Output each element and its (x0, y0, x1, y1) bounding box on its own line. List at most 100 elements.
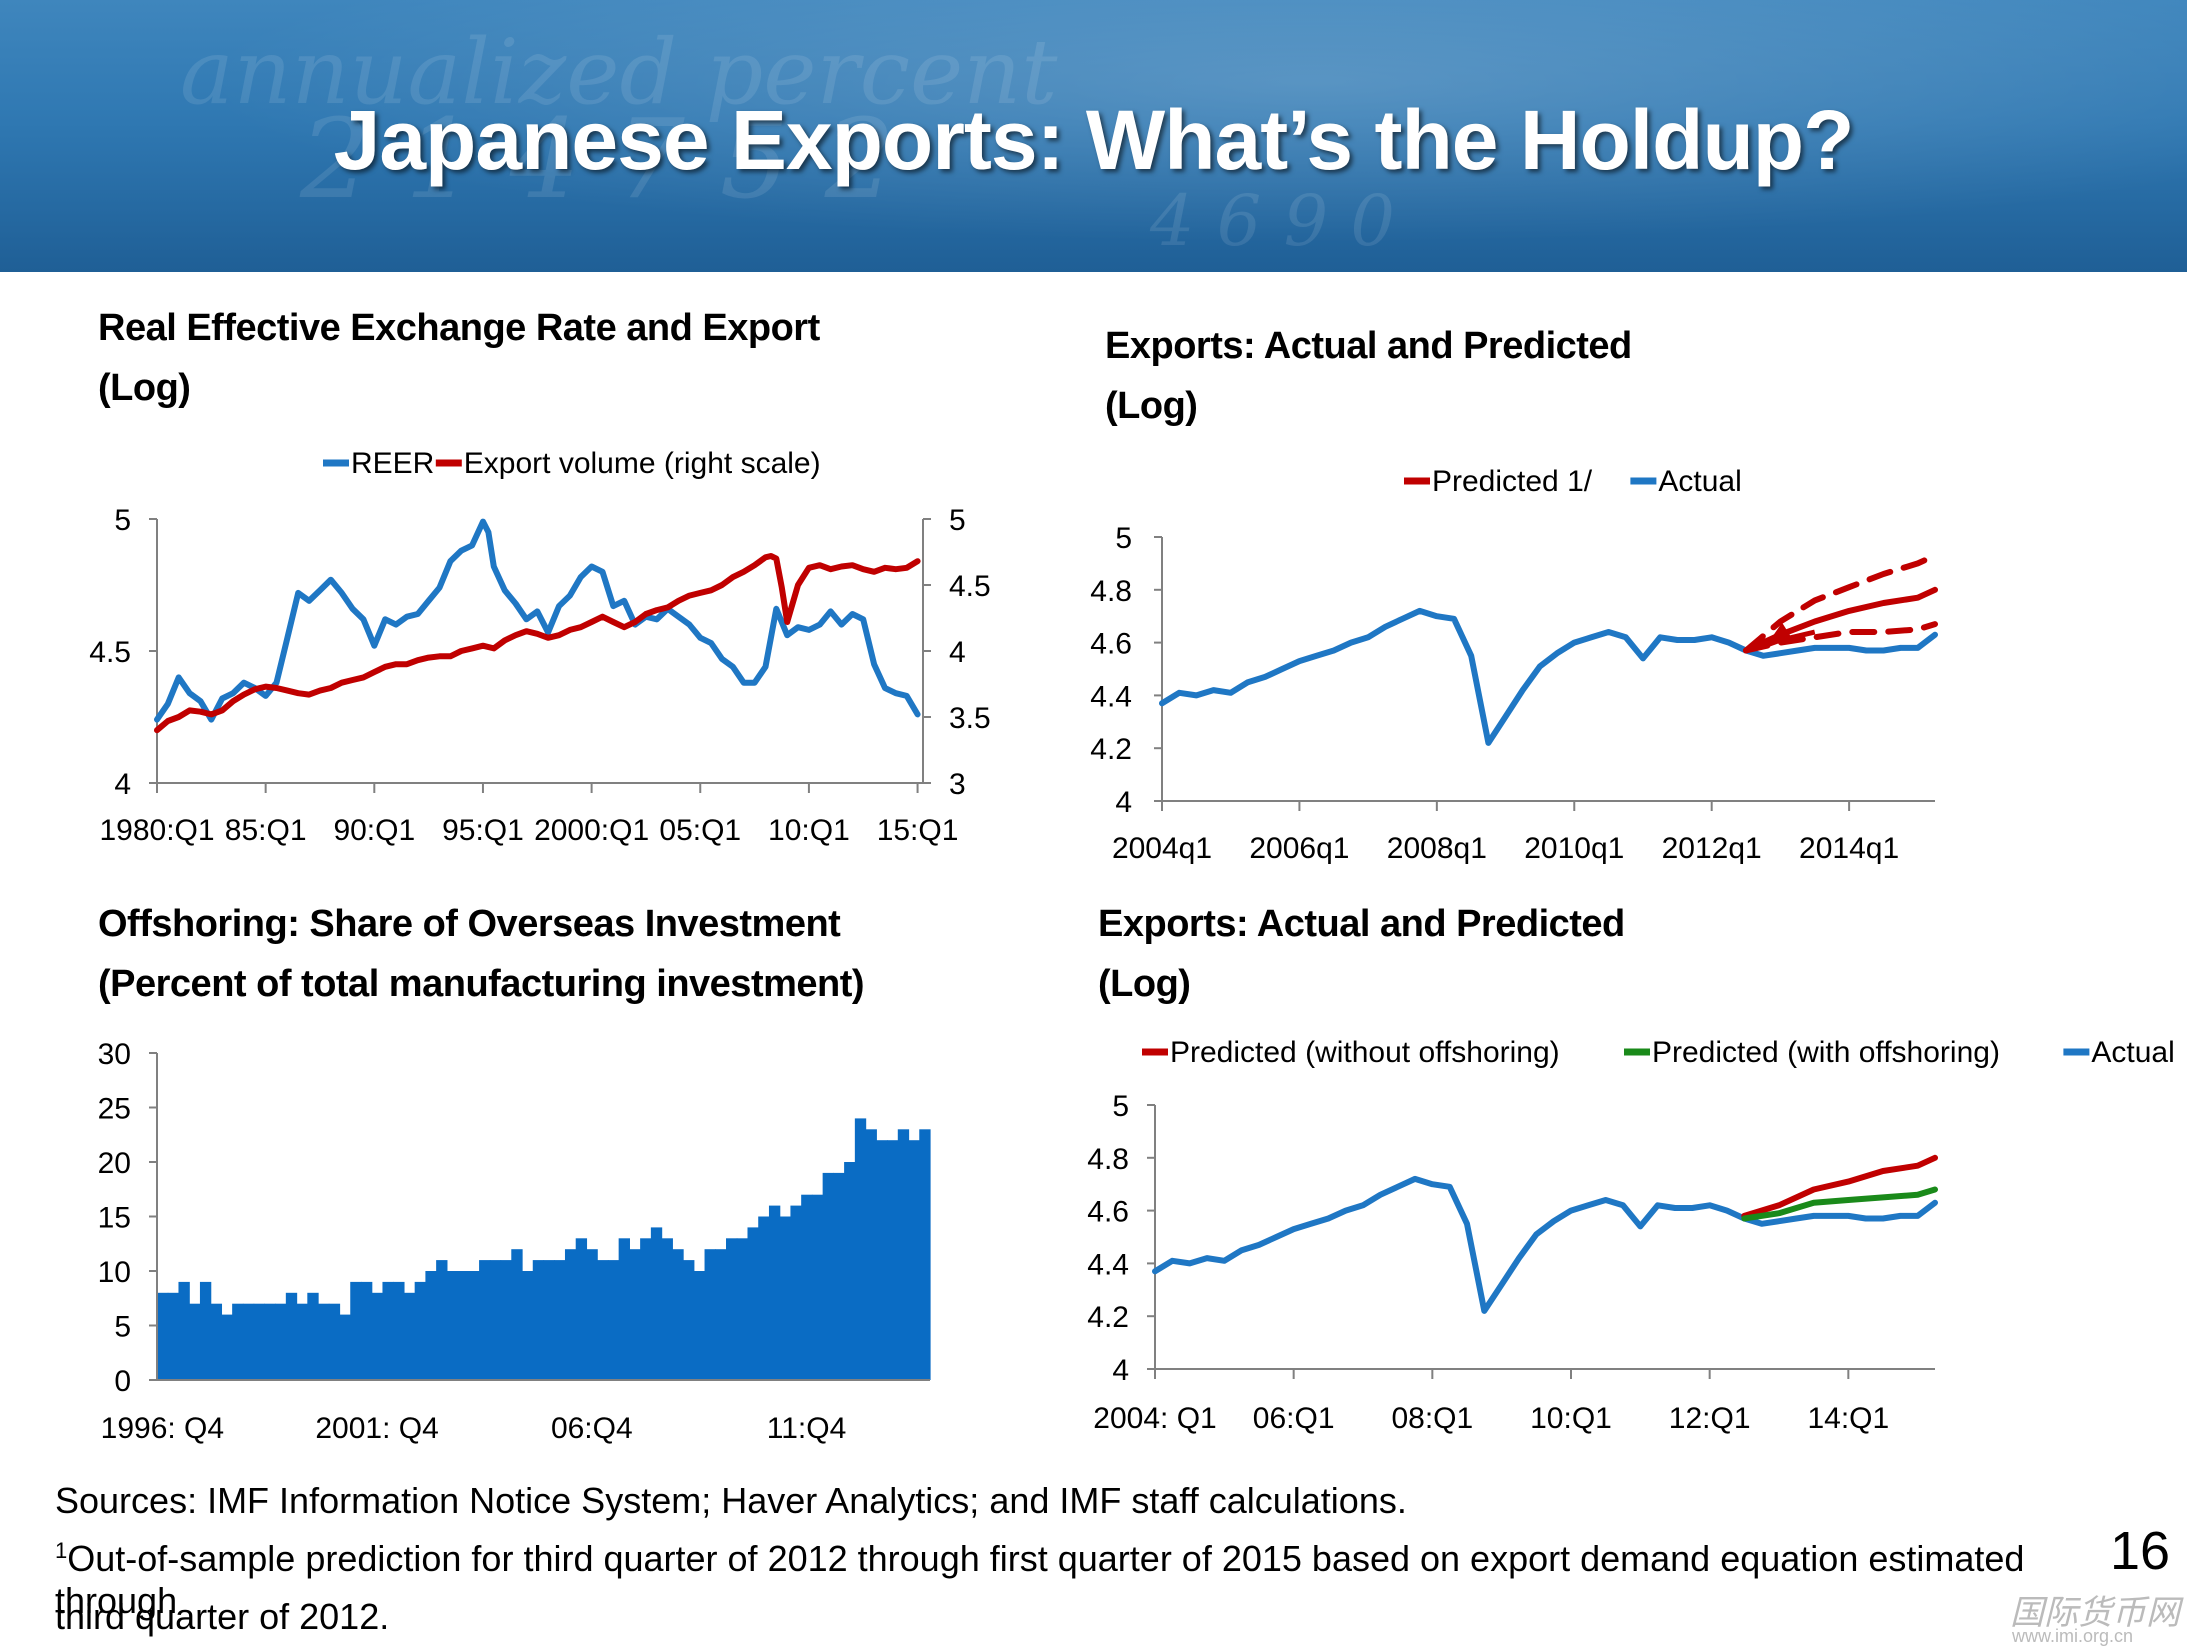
x-tick-label: 2000:Q1 (534, 814, 649, 847)
x-tick-label: 2004: Q1 (1093, 1402, 1216, 1435)
offshoring-bar (726, 1238, 738, 1380)
x-tick-label: 2012q1 (1662, 832, 1762, 865)
chart-title-exports-predicted: Exports: Actual and Predicted (Log) (1105, 316, 1632, 436)
offshoring-bar (425, 1271, 437, 1380)
actual-series-line (1152, 1175, 1938, 1314)
x-tick-label: 12:Q1 (1669, 1402, 1751, 1435)
offshoring-bar (199, 1281, 212, 1380)
offshoring-bar (908, 1140, 920, 1380)
offshoring-bar (640, 1238, 652, 1380)
offshoring-bar (436, 1260, 448, 1380)
chart-title-line: Exports: Actual and Predicted (1098, 903, 1625, 945)
legend-label: Actual (2091, 1036, 2174, 1069)
x-tick-label: 10:Q1 (1530, 1402, 1612, 1435)
left-y-tick-label: 4.6 (1087, 1196, 1129, 1229)
predicted-without-offshoring-line (1741, 1154, 1938, 1219)
offshoring-bar (564, 1249, 577, 1380)
offshoring-bar (876, 1140, 888, 1380)
offshoring-bar (532, 1260, 545, 1380)
offshoring-bar (833, 1172, 845, 1380)
x-tick-label: 11:Q4 (767, 1412, 847, 1445)
offshoring-bar (350, 1281, 362, 1380)
offshoring-bar (178, 1281, 190, 1380)
left-y-tick-label: 4.4 (1090, 680, 1132, 713)
left-y-tick-label: 4.2 (1087, 1301, 1129, 1334)
offshoring-bar (779, 1216, 792, 1380)
x-tick-label: 10:Q1 (768, 814, 850, 847)
chart-subtitle: (Log) (1098, 963, 1191, 1005)
x-tick-label: 2010q1 (1524, 832, 1624, 865)
offshoring-bar (275, 1303, 287, 1380)
banner-decoration: annualized percent (180, 20, 1058, 125)
offshoring-bar (328, 1303, 341, 1380)
banner-glow (0, 0, 2187, 272)
offshoring-bar (822, 1172, 834, 1380)
offshoring-bar (285, 1292, 298, 1380)
offshoring-bar (887, 1140, 899, 1380)
chart-subtitle: (Log) (98, 367, 191, 409)
offshoring-bar (242, 1303, 255, 1380)
left-y-tick-label: 4 (1112, 1354, 1129, 1387)
offshoring-bar (446, 1271, 459, 1380)
chart-subtitle: (Percent of total manufacturing investme… (98, 963, 865, 1005)
legend-label: Predicted 1/ (1432, 465, 1593, 498)
right-y-tick-label: 3 (949, 768, 966, 801)
offshoring-bar (382, 1281, 394, 1380)
actual-series-line (1159, 607, 1938, 746)
offshoring-bar (221, 1314, 233, 1380)
left-y-tick-label: 25 (98, 1093, 131, 1126)
legend-label: Predicted (with offshoring) (1652, 1036, 2000, 1069)
x-tick-label: 1996: Q4 (101, 1412, 224, 1445)
offshoring-bar (232, 1303, 244, 1380)
left-y-tick-label: 4.5 (89, 636, 131, 669)
offshoring-bar (704, 1249, 716, 1380)
offshoring-bar (210, 1303, 223, 1380)
offshoring-bar (618, 1238, 630, 1380)
x-tick-label: 2001: Q4 (315, 1412, 438, 1445)
offshoring-bar (522, 1271, 534, 1380)
footnote-text-line1: Out-of-sample prediction for third quart… (55, 1538, 2025, 1621)
offshoring-bar (253, 1303, 265, 1380)
x-tick-label: 2008q1 (1387, 832, 1487, 865)
offshoring-bar (500, 1260, 512, 1380)
offshoring-bar (650, 1227, 663, 1380)
title-banner: annualized percent 2 1 4 7 5 2 4 6 9 0 (0, 0, 2187, 272)
offshoring-bar (747, 1227, 759, 1380)
right-y-tick-label: 4.5 (949, 570, 991, 603)
footnote-marker: 1 (55, 1538, 68, 1563)
chart-title-line: Exports: Actual and Predicted (1105, 325, 1632, 367)
forecast-arrow-head (1764, 622, 1793, 649)
offshoring-bar (801, 1194, 813, 1380)
legend-label: REER (351, 447, 434, 480)
offshoring-bar (919, 1129, 931, 1380)
offshoring-bar (318, 1303, 330, 1380)
offshoring-bar (854, 1118, 867, 1380)
left-y-tick-label: 5 (114, 504, 131, 537)
left-y-tick-label: 15 (98, 1202, 131, 1235)
page-number: 16 (2110, 1521, 2171, 1581)
left-y-tick-label: 4.8 (1087, 1143, 1129, 1176)
left-y-tick-label: 4.8 (1090, 575, 1132, 608)
banner-decoration: 4 6 9 0 (1150, 180, 1395, 262)
offshoring-bar (607, 1260, 620, 1380)
offshoring-bar (693, 1271, 706, 1380)
offshoring-bar (307, 1292, 319, 1380)
offshoring-bar (768, 1205, 781, 1380)
left-y-tick-label: 4 (1115, 786, 1132, 819)
offshoring-bar (897, 1129, 910, 1380)
chart-title-offshoring: Offshoring: Share of Overseas Investment… (98, 894, 865, 1014)
x-tick-label: 08:Q1 (1391, 1402, 1473, 1435)
left-y-tick-label: 4 (114, 768, 131, 801)
offshoring-bar (672, 1249, 684, 1380)
offshoring-bar (339, 1314, 351, 1380)
x-tick-label: 1980:Q1 (99, 814, 214, 847)
left-y-tick-label: 5 (1112, 1090, 1129, 1123)
offshoring-bar (479, 1260, 491, 1380)
offshoring-bar (811, 1194, 824, 1380)
offshoring-bar (736, 1238, 749, 1380)
offshoring-bar (167, 1292, 180, 1380)
offshoring-bar (683, 1260, 695, 1380)
offshoring-bar (661, 1238, 673, 1380)
offshoring-bar (468, 1271, 480, 1380)
x-tick-label: 95:Q1 (442, 814, 524, 847)
